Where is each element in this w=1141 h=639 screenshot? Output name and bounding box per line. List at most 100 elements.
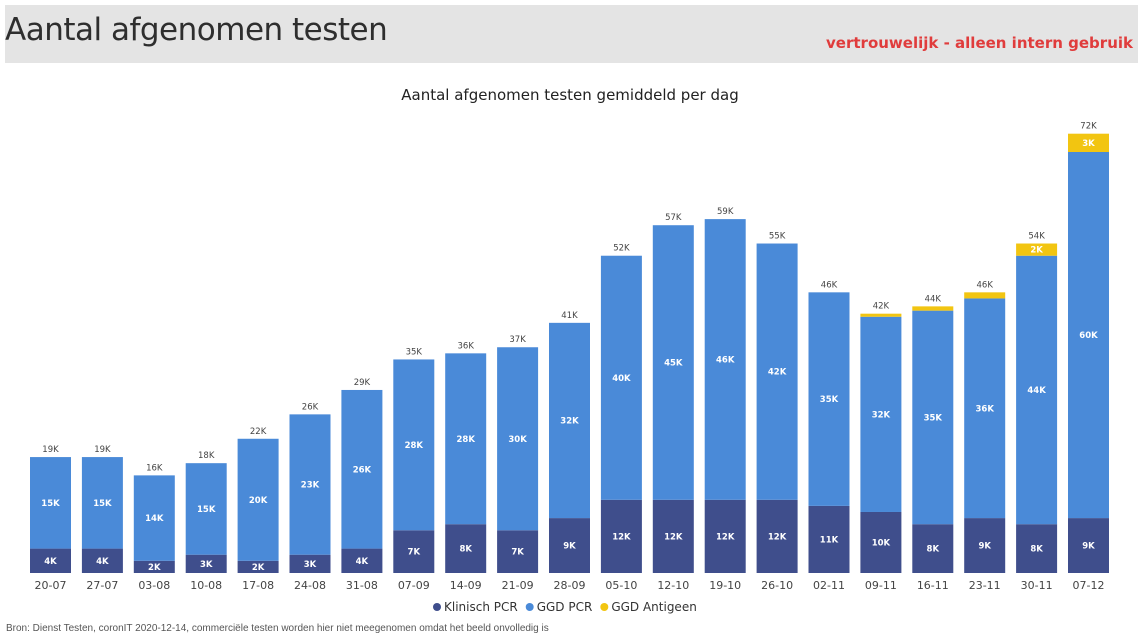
bar-segment [445, 524, 487, 573]
bar-segment [704, 219, 746, 500]
legend-marker [433, 603, 441, 611]
bar-segment [600, 499, 642, 573]
bar-segment [652, 499, 694, 573]
bar-segment [1016, 524, 1058, 573]
data-label: 60K [1079, 331, 1098, 341]
bar-segment [756, 499, 798, 573]
bar-segment [393, 359, 435, 531]
data-label: 11K [820, 535, 839, 545]
chart-title: Aantal afgenomen testen gemiddeld per da… [401, 86, 738, 104]
bar-segment [652, 225, 694, 500]
data-label: 26K [353, 465, 372, 475]
data-label: 9K [978, 542, 991, 552]
total-label: 42K [873, 302, 890, 312]
data-label: 9K [563, 542, 576, 552]
data-label: 15K [197, 505, 216, 515]
x-tick-label: 09-11 [865, 579, 897, 592]
data-label: 36K [975, 404, 994, 414]
data-label: 45K [664, 359, 683, 369]
data-label: 4K [44, 557, 57, 567]
bar-segment [860, 511, 902, 573]
data-label: 3K [304, 560, 317, 570]
total-label: 46K [821, 280, 838, 290]
total-label: 19K [94, 445, 111, 455]
total-label: 29K [354, 378, 371, 388]
bar-segment [341, 389, 383, 549]
data-label: 32K [872, 410, 891, 420]
data-label: 14K [145, 514, 164, 524]
bar-segment [1016, 243, 1058, 256]
x-tick-label: 05-10 [605, 579, 637, 592]
data-label: 32K [560, 416, 579, 426]
total-label: 46K [977, 280, 994, 290]
x-tick-label: 17-08 [242, 579, 274, 592]
bar-segment [289, 554, 331, 573]
data-label: 44K [1027, 386, 1046, 396]
data-label: 10K [872, 538, 891, 548]
total-label: 16K [146, 463, 163, 473]
data-label: 35K [820, 395, 839, 405]
data-label: 3K [200, 560, 213, 570]
bar-segment [964, 298, 1006, 519]
total-label: 44K [925, 294, 942, 304]
total-label: 55K [769, 232, 786, 242]
x-tick-label: 28-09 [554, 579, 586, 592]
bar-segment [237, 438, 279, 561]
data-label: 2K [148, 563, 161, 573]
x-tick-label: 16-11 [917, 579, 949, 592]
confidential-note: vertrouwelijk - alleen intern gebruik [826, 34, 1133, 52]
bar-segment [289, 414, 331, 555]
x-tick-label: 07-12 [1073, 579, 1105, 592]
legend-label: GGD PCR [537, 600, 593, 614]
bar-segment [81, 548, 123, 573]
data-label: 7K [408, 548, 421, 558]
data-label: 42K [768, 368, 787, 378]
data-label: 15K [41, 499, 60, 509]
data-label: 8K [927, 545, 940, 555]
data-label: 30K [508, 435, 527, 445]
x-tick-label: 24-08 [294, 579, 326, 592]
total-label: 41K [561, 311, 578, 321]
bar-segment [549, 322, 590, 519]
bar-segment [1068, 133, 1109, 152]
data-label: 9K [1082, 542, 1095, 552]
total-label: 54K [1028, 232, 1045, 242]
x-tick-label: 10-08 [190, 579, 222, 592]
x-tick-label: 30-11 [1021, 579, 1053, 592]
data-label: 20K [249, 496, 268, 506]
data-label: 15K [93, 499, 112, 509]
bar-segment [912, 524, 954, 573]
x-tick-label: 21-09 [502, 579, 534, 592]
data-label: 2K [252, 563, 265, 573]
x-tick-label: 14-09 [450, 579, 482, 592]
data-label: 4K [96, 557, 109, 567]
bar-segment [497, 530, 539, 573]
data-label: 12K [664, 532, 683, 542]
x-tick-label: 20-07 [35, 579, 67, 592]
bar-segment [1068, 152, 1109, 519]
data-label: 4K [356, 557, 369, 567]
bar-segment [549, 518, 590, 573]
legend-label: Klinisch PCR [444, 600, 518, 614]
x-tick-label: 27-07 [86, 579, 118, 592]
total-label: 52K [613, 244, 630, 254]
data-label: 2K [1030, 246, 1043, 256]
bar-segment [133, 560, 175, 573]
page-title: Aantal afgenomen testen [5, 12, 388, 48]
total-label: 19K [42, 445, 59, 455]
bar-segment [1016, 255, 1058, 525]
data-label: 8K [1030, 545, 1043, 555]
bar-segment [445, 353, 487, 525]
x-tick-label: 19-10 [709, 579, 741, 592]
bar-segment [808, 292, 850, 506]
data-label: 40K [612, 374, 631, 384]
data-label: 7K [511, 548, 524, 558]
bar-segment [756, 243, 798, 500]
bar-segment [912, 310, 954, 525]
bar-segment [860, 316, 902, 512]
bar-segment [393, 530, 435, 573]
data-label: 23K [301, 481, 320, 491]
x-tick-label: 07-09 [398, 579, 430, 592]
x-tick-label: 02-11 [813, 579, 845, 592]
bar-segment [964, 518, 1006, 573]
